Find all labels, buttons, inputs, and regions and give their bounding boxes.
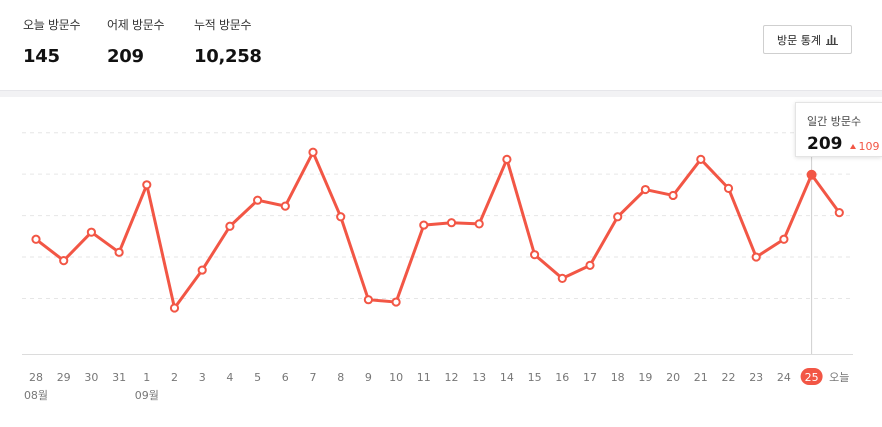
data-point	[197, 265, 207, 275]
stat-total-value: 10,258	[194, 46, 262, 67]
x-tick-label: 오늘	[829, 371, 849, 384]
x-tick-label: 28	[29, 371, 43, 384]
data-point	[391, 297, 401, 307]
tooltip-diff-value: 109	[858, 140, 880, 153]
tooltip-value: 209	[807, 134, 843, 154]
x-tick-label: 18	[611, 371, 625, 384]
data-point	[668, 190, 678, 201]
x-tick-label: 23	[749, 371, 763, 384]
x-tick-label: 4	[226, 371, 233, 384]
x-tick-label: 6	[282, 371, 289, 384]
x-tick-label: 16	[555, 371, 569, 384]
data-point	[225, 221, 235, 231]
data-point	[253, 195, 263, 205]
x-tick-label: 14	[500, 371, 514, 384]
data-point	[446, 218, 457, 228]
x-tick-label: 7	[310, 371, 317, 384]
bar-chart-icon	[825, 34, 838, 45]
x-tick-label: 11	[417, 371, 431, 384]
x-tick-label: 5	[254, 371, 261, 384]
x-tick-label: 1	[143, 371, 150, 384]
data-point	[530, 250, 540, 260]
month-label: 09월	[135, 389, 159, 402]
x-tick-label: 21	[694, 371, 708, 384]
visit-stats-button-label: 방문 통계	[777, 33, 821, 47]
line-chart: 28 29 30 31 1 2 3 4 5 6 7 8 9 10 11 12 13 14 15 16 17 18 19 20 2…	[22, 102, 853, 402]
x-tick-label: 22	[722, 371, 736, 384]
stat-yesterday: 어제 방문수 209	[107, 16, 165, 67]
data-point	[723, 183, 734, 193]
series-line	[34, 150, 841, 310]
data-point	[31, 234, 41, 244]
data-point	[336, 212, 346, 222]
data-point	[585, 260, 595, 270]
data-point	[779, 234, 789, 244]
section-divider	[0, 90, 882, 97]
x-tick-label: 19	[638, 371, 652, 384]
x-tick-label: 17	[583, 371, 597, 384]
data-point	[363, 295, 373, 305]
x-tick-label: 9	[365, 371, 372, 384]
data-point	[751, 252, 761, 262]
stat-total: 누적 방문수 10,258	[194, 16, 262, 67]
data-point	[474, 219, 484, 229]
data-point	[280, 201, 290, 211]
x-tick-label: 13	[472, 371, 486, 384]
chart-tooltip: 일간 방문수 209 109	[795, 102, 882, 157]
data-point	[557, 273, 567, 283]
data-point	[308, 147, 318, 157]
x-tick-label: 2	[171, 371, 178, 384]
tooltip-title: 일간 방문수	[807, 115, 862, 128]
x-tick-label: 24	[777, 371, 791, 384]
x-tick-label: 15	[528, 371, 542, 384]
stat-today: 오늘 방문수 145	[23, 16, 81, 67]
x-tick-label: 12	[445, 371, 459, 384]
x-tick-label: 10	[389, 371, 403, 384]
x-tick-label: 20	[666, 371, 680, 384]
data-point	[834, 208, 844, 218]
summary-header: 오늘 방문수 145 어제 방문수 209 누적 방문수 10,258 방문 통…	[0, 0, 882, 90]
tooltip-diff: 109	[849, 140, 880, 153]
stat-yesterday-label: 어제 방문수	[107, 18, 165, 32]
x-tick-label: 31	[112, 371, 126, 384]
data-point	[142, 180, 152, 190]
data-point	[502, 154, 512, 164]
stat-today-label: 오늘 방문수	[23, 18, 81, 32]
x-tick-label-selected: 25	[805, 371, 819, 384]
x-tick-label: 29	[57, 371, 71, 384]
up-arrow-icon	[849, 144, 856, 149]
x-tick-label: 8	[337, 371, 344, 384]
data-point	[419, 220, 429, 230]
stat-yesterday-value: 209	[107, 46, 144, 67]
stat-today-value: 145	[23, 46, 60, 67]
selected-day-pill	[800, 368, 823, 385]
data-point-highlighted	[806, 169, 817, 180]
visit-stats-button[interactable]: 방문 통계	[763, 25, 852, 54]
stat-total-label: 누적 방문수	[194, 18, 252, 32]
month-label: 08월	[24, 389, 48, 402]
x-tick-label: 30	[84, 371, 98, 384]
x-tick-label: 3	[199, 371, 206, 384]
data-point	[86, 227, 97, 237]
data-point	[696, 154, 706, 164]
data-point	[59, 256, 69, 266]
data-point	[640, 184, 651, 195]
data-point	[114, 247, 124, 257]
data-point	[169, 303, 180, 313]
daily-visits-chart: 28 29 30 31 1 2 3 4 5 6 7 8 9 10 11 12 13 14 15 16 17 18 19 20 2…	[0, 97, 882, 427]
data-point	[613, 212, 623, 222]
